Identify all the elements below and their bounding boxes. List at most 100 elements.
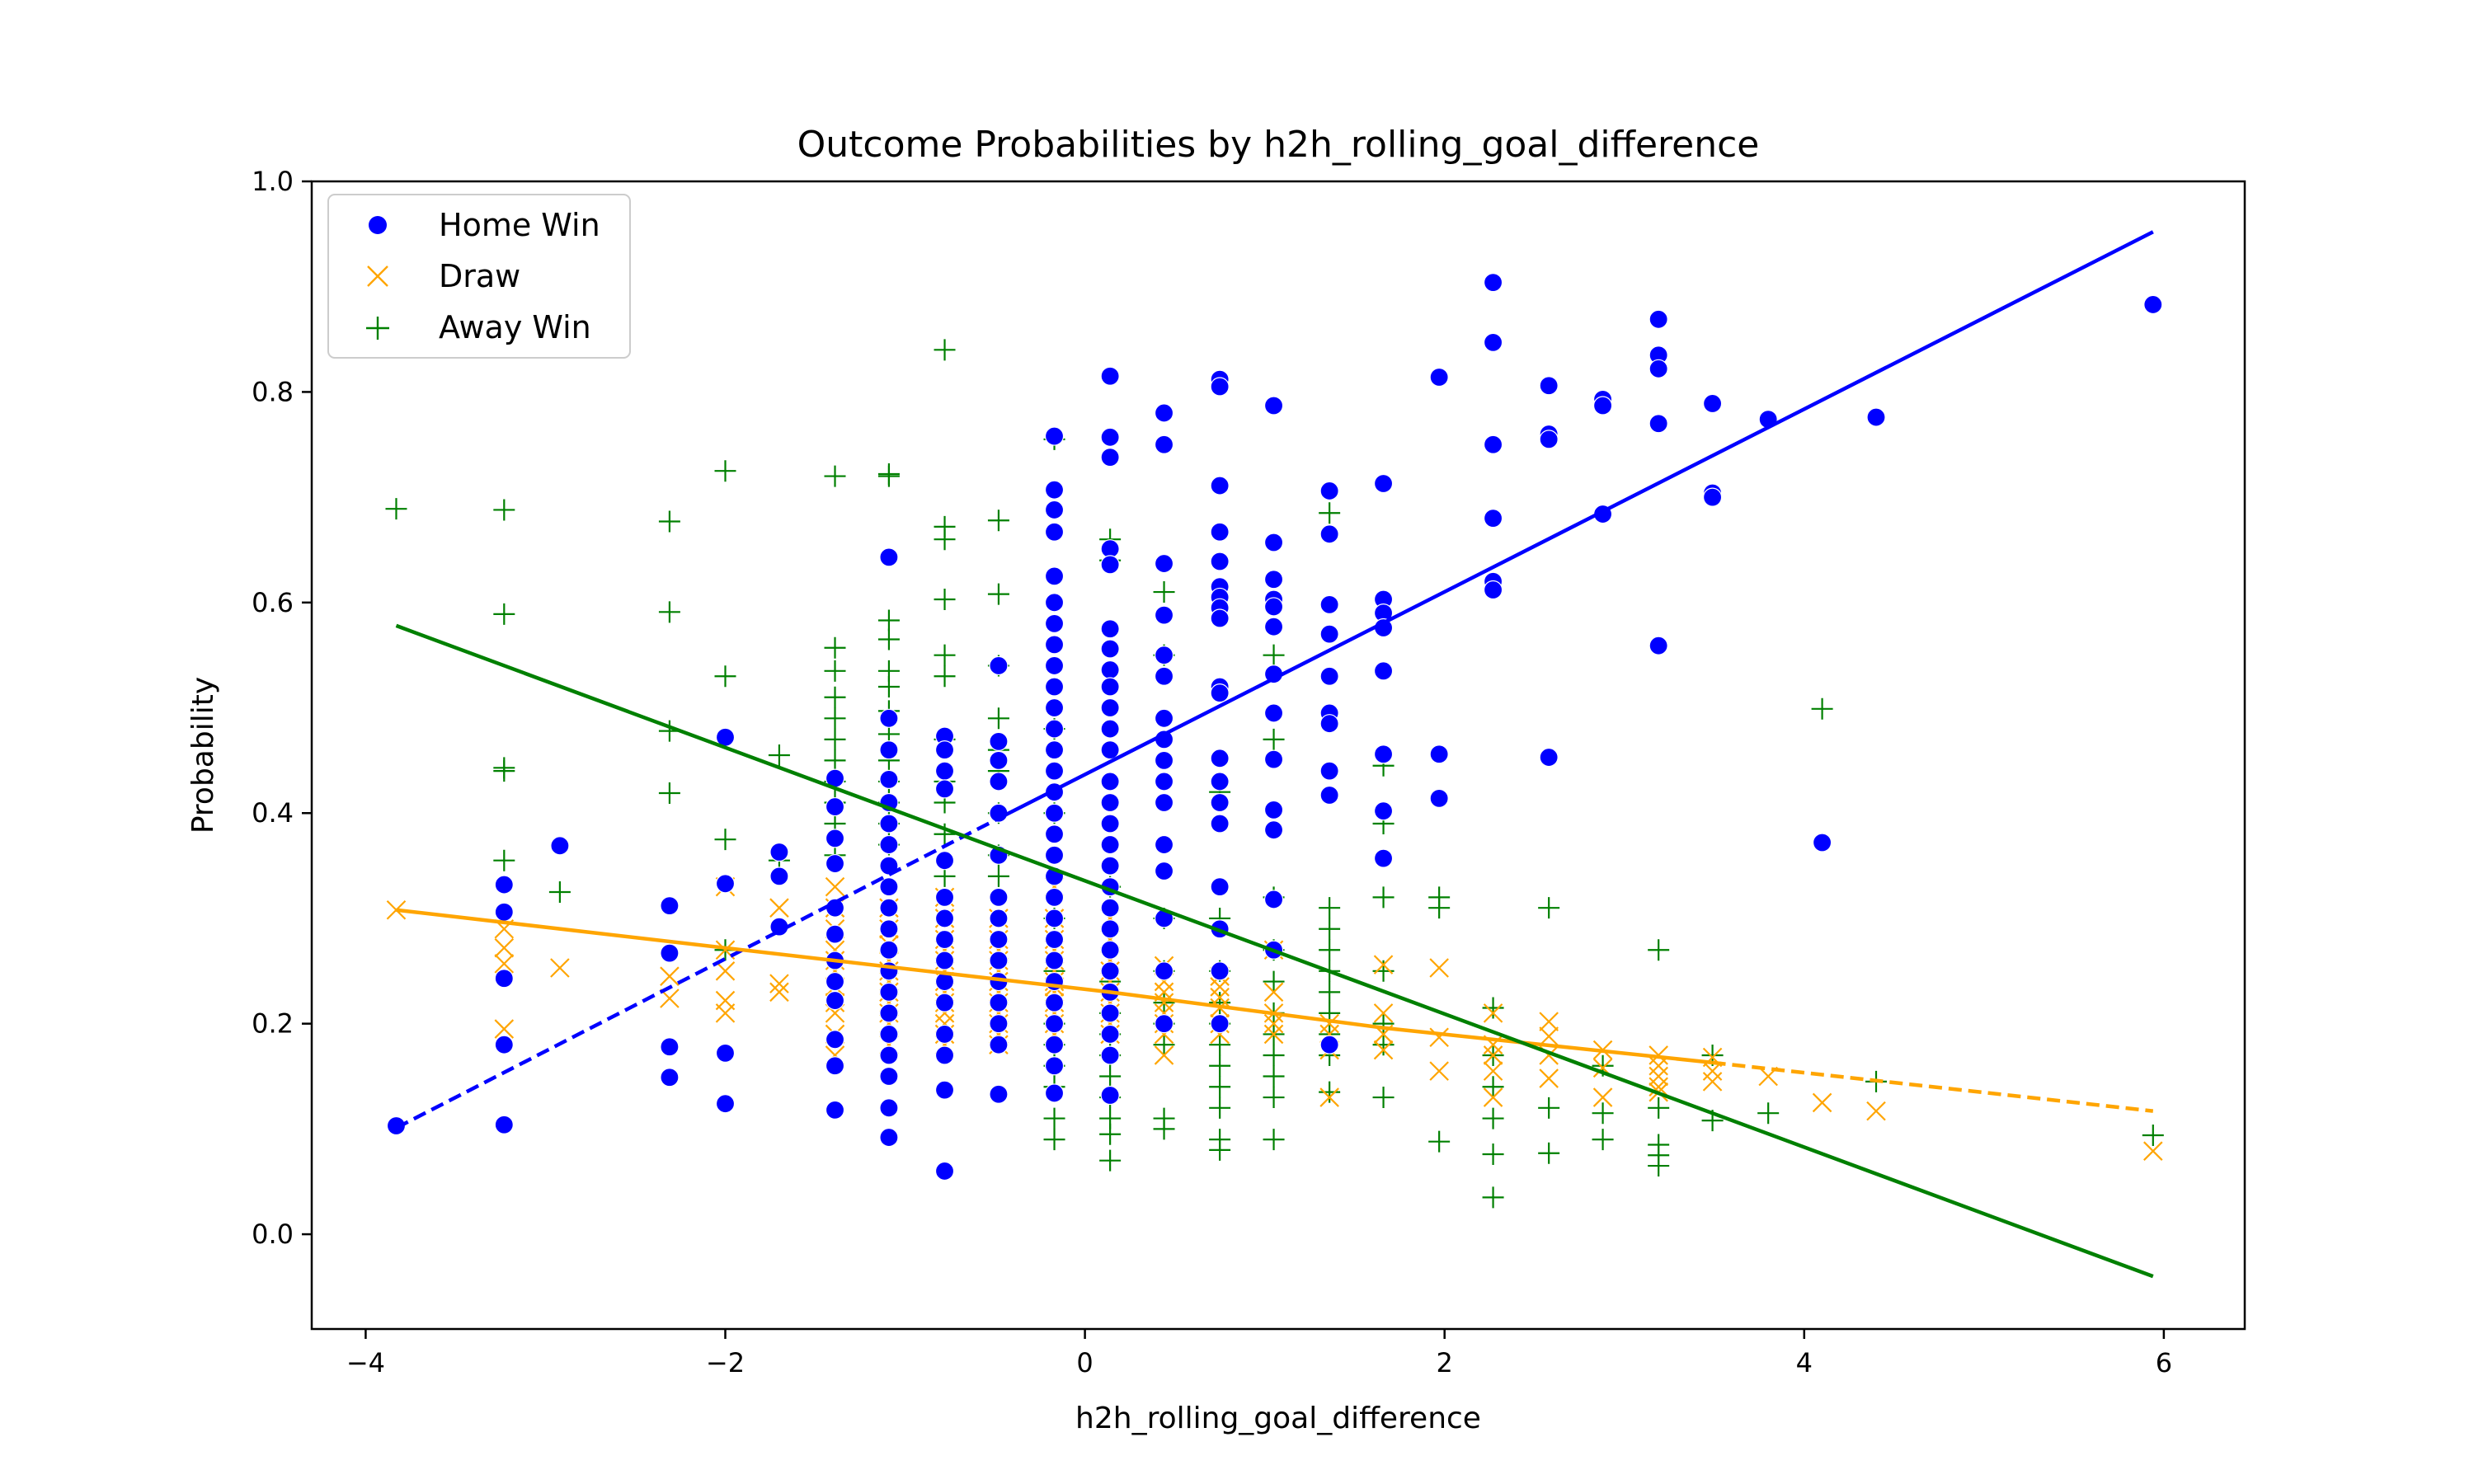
- point-home-win: [825, 990, 845, 1011]
- point-home-win: [769, 842, 789, 862]
- legend: Home Win Draw Away Win: [327, 194, 631, 359]
- point-home-win: [1100, 856, 1120, 876]
- point-home-win: [989, 731, 1009, 751]
- point-home-win: [1100, 792, 1120, 813]
- point-away-win: [714, 460, 736, 482]
- point-home-win: [494, 1115, 514, 1134]
- point-home-win: [1210, 792, 1230, 813]
- x-tick-label: 6: [2156, 1347, 2172, 1378]
- point-home-win: [1373, 661, 1394, 681]
- point-away-win: [1372, 1034, 1395, 1056]
- point-home-win: [1210, 476, 1230, 495]
- point-home-win: [1044, 593, 1065, 613]
- point-away-win: [658, 782, 680, 804]
- point-away-win: [1372, 1087, 1395, 1109]
- point-home-win: [1044, 761, 1065, 781]
- point-home-win: [825, 829, 845, 848]
- point-home-win: [1100, 555, 1120, 575]
- point-home-win: [1263, 533, 1284, 552]
- trend-line-home-win: [997, 230, 2154, 820]
- point-home-win: [1154, 553, 1174, 574]
- point-home-win: [989, 1035, 1009, 1054]
- point-home-win: [825, 924, 845, 944]
- point-home-win: [1044, 1056, 1065, 1076]
- point-away-win: [658, 510, 680, 533]
- y-axis-label: Probability: [186, 677, 220, 834]
- point-away-win: [824, 636, 846, 659]
- point-draw: [1539, 1068, 1559, 1088]
- point-home-win: [1100, 1003, 1120, 1023]
- point-away-win: [1263, 1044, 1285, 1066]
- x-tick-label: 4: [1796, 1347, 1813, 1378]
- data-points: [385, 272, 2164, 1209]
- point-home-win: [1373, 744, 1394, 764]
- point-home-win: [1100, 1045, 1120, 1065]
- point-draw: [1649, 1066, 1668, 1087]
- point-draw: [1263, 1024, 1284, 1045]
- point-home-win: [1154, 646, 1174, 665]
- point-home-win: [1044, 909, 1065, 928]
- point-home-win: [1319, 761, 1339, 781]
- point-home-win: [1044, 803, 1065, 823]
- y-tick-label: 0.8: [252, 376, 294, 407]
- point-draw: [715, 1003, 736, 1023]
- point-away-win: [768, 744, 790, 766]
- point-home-win: [1154, 861, 1174, 881]
- x-tick-label: 2: [1437, 1347, 1453, 1378]
- point-away-win: [1319, 502, 1341, 524]
- point-away-win: [987, 510, 1009, 532]
- point-home-win: [1263, 890, 1284, 909]
- point-home-win: [660, 896, 680, 916]
- point-home-win: [879, 856, 899, 876]
- point-home-win: [550, 836, 570, 856]
- point-home-win: [1100, 834, 1120, 855]
- point-home-win: [1263, 617, 1284, 636]
- point-away-win: [1757, 1102, 1780, 1125]
- point-away-win: [1538, 897, 1560, 919]
- point-draw: [1702, 1072, 1723, 1092]
- point-draw: [769, 982, 789, 1003]
- point-home-win: [989, 1084, 1009, 1104]
- point-away-win: [1319, 1081, 1341, 1103]
- point-home-win: [989, 909, 1009, 928]
- point-away-win: [1209, 1139, 1231, 1161]
- point-home-win: [1319, 524, 1339, 544]
- point-home-win: [1373, 848, 1394, 868]
- point-away-win: [1482, 997, 1504, 1019]
- point-home-win: [1319, 714, 1339, 734]
- point-away-win: [1811, 697, 1833, 720]
- point-away-win: [1153, 581, 1175, 603]
- point-home-win: [934, 740, 955, 760]
- point-home-win: [825, 1030, 845, 1050]
- point-home-win: [1210, 608, 1230, 628]
- point-home-win: [660, 1037, 680, 1057]
- point-home-win: [1100, 639, 1120, 659]
- point-home-win: [1210, 961, 1230, 981]
- point-away-win: [1482, 1144, 1504, 1166]
- point-draw: [1539, 1012, 1559, 1031]
- point-home-win: [989, 929, 1009, 950]
- point-home-win: [1044, 613, 1065, 633]
- point-home-win: [1100, 814, 1120, 834]
- point-home-win: [1100, 740, 1120, 760]
- point-draw: [1483, 1045, 1503, 1065]
- point-draw: [1373, 955, 1394, 974]
- point-home-win: [1702, 393, 1723, 414]
- point-home-win: [1044, 719, 1065, 739]
- point-home-win: [989, 1014, 1009, 1034]
- point-home-win: [1429, 788, 1449, 808]
- point-home-win: [879, 919, 899, 939]
- point-draw: [660, 966, 680, 986]
- point-away-win: [1592, 1102, 1614, 1125]
- point-home-win: [934, 761, 955, 781]
- point-home-win: [1154, 750, 1174, 770]
- y-tick-label: 0.2: [252, 1008, 294, 1040]
- point-home-win: [1044, 993, 1065, 1012]
- point-home-win: [1100, 1024, 1120, 1045]
- point-away-win: [824, 465, 846, 487]
- point-home-win: [1100, 919, 1120, 939]
- point-home-win: [1210, 877, 1230, 897]
- point-away-win: [1153, 1034, 1175, 1056]
- point-home-win: [1044, 824, 1065, 844]
- legend-marker-away-win: [366, 317, 389, 340]
